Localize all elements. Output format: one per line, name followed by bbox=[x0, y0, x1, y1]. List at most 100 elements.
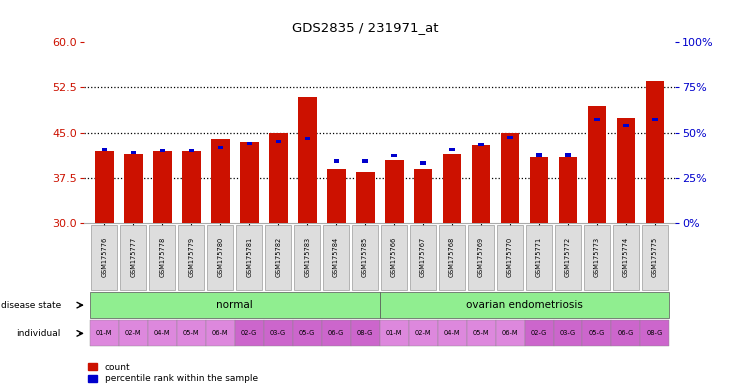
Text: GSM175769: GSM175769 bbox=[478, 237, 484, 277]
Bar bbox=[149, 225, 175, 290]
Bar bbox=[327, 169, 345, 223]
Bar bbox=[623, 124, 629, 127]
Text: 04-M: 04-M bbox=[444, 330, 461, 336]
Bar bbox=[294, 225, 320, 290]
Text: GSM175775: GSM175775 bbox=[652, 237, 658, 277]
Text: GDS2835 / 231971_at: GDS2835 / 231971_at bbox=[292, 21, 438, 34]
Text: 08-G: 08-G bbox=[647, 330, 663, 336]
Bar bbox=[352, 225, 378, 290]
Bar bbox=[588, 106, 607, 223]
Text: GSM175770: GSM175770 bbox=[507, 237, 513, 277]
Bar bbox=[553, 320, 583, 346]
Bar bbox=[356, 172, 374, 223]
Text: 02-G: 02-G bbox=[531, 330, 548, 336]
Bar bbox=[478, 143, 484, 146]
Text: GSM175772: GSM175772 bbox=[565, 237, 571, 277]
Bar bbox=[391, 154, 396, 157]
Bar bbox=[642, 225, 668, 290]
Bar bbox=[265, 225, 291, 290]
Bar bbox=[526, 225, 552, 290]
Bar bbox=[472, 145, 491, 223]
Bar bbox=[91, 225, 118, 290]
Text: 05-G: 05-G bbox=[589, 330, 605, 336]
Bar bbox=[363, 159, 368, 163]
Text: GSM175774: GSM175774 bbox=[623, 237, 629, 277]
Bar bbox=[160, 149, 165, 152]
Bar bbox=[178, 225, 204, 290]
Bar bbox=[583, 320, 612, 346]
Text: GSM175784: GSM175784 bbox=[333, 237, 339, 277]
Text: GSM175777: GSM175777 bbox=[130, 237, 137, 277]
Bar bbox=[350, 320, 380, 346]
Bar bbox=[617, 118, 635, 223]
Bar bbox=[304, 137, 310, 141]
Bar bbox=[177, 320, 206, 346]
Text: 06-M: 06-M bbox=[212, 330, 228, 336]
Bar bbox=[414, 169, 432, 223]
Text: normal: normal bbox=[216, 300, 253, 310]
Text: GSM175776: GSM175776 bbox=[101, 237, 107, 277]
Bar bbox=[207, 225, 233, 290]
Text: 05-G: 05-G bbox=[299, 330, 315, 336]
Bar bbox=[555, 225, 581, 290]
Bar bbox=[147, 320, 177, 346]
Bar bbox=[380, 292, 669, 318]
Text: GSM175780: GSM175780 bbox=[218, 237, 223, 277]
Bar bbox=[496, 320, 525, 346]
Bar bbox=[188, 149, 193, 152]
Bar bbox=[131, 151, 136, 154]
Bar bbox=[380, 320, 409, 346]
Bar bbox=[124, 154, 142, 223]
Bar bbox=[507, 136, 512, 139]
Bar bbox=[442, 154, 461, 223]
Bar bbox=[450, 148, 455, 151]
Text: disease state: disease state bbox=[1, 301, 61, 310]
Bar bbox=[120, 225, 146, 290]
Bar bbox=[584, 225, 610, 290]
Bar bbox=[218, 146, 223, 149]
Bar bbox=[206, 320, 234, 346]
Bar bbox=[558, 157, 577, 223]
Bar bbox=[468, 225, 494, 290]
Text: 01-M: 01-M bbox=[386, 330, 402, 336]
Bar bbox=[420, 161, 426, 164]
Bar bbox=[236, 225, 262, 290]
Bar bbox=[153, 151, 172, 223]
Text: GSM175773: GSM175773 bbox=[594, 237, 600, 277]
Bar bbox=[529, 157, 548, 223]
Bar bbox=[334, 159, 339, 163]
Bar bbox=[298, 96, 317, 223]
Bar bbox=[466, 320, 496, 346]
Bar bbox=[182, 151, 201, 223]
Bar bbox=[264, 320, 293, 346]
Text: GSM175768: GSM175768 bbox=[449, 237, 455, 277]
Text: 03-G: 03-G bbox=[560, 330, 576, 336]
Text: GSM175771: GSM175771 bbox=[536, 237, 542, 277]
Text: 04-M: 04-M bbox=[154, 330, 171, 336]
Bar bbox=[439, 225, 465, 290]
Text: individual: individual bbox=[16, 329, 61, 338]
Text: GSM175782: GSM175782 bbox=[275, 237, 281, 277]
Bar bbox=[525, 320, 553, 346]
Bar bbox=[385, 160, 404, 223]
Text: ovarian endometriosis: ovarian endometriosis bbox=[466, 300, 583, 310]
Bar bbox=[537, 153, 542, 157]
Text: 05-M: 05-M bbox=[473, 330, 489, 336]
Bar bbox=[501, 133, 520, 223]
Bar bbox=[211, 139, 230, 223]
Text: GSM175783: GSM175783 bbox=[304, 237, 310, 277]
Bar bbox=[409, 320, 437, 346]
Bar bbox=[381, 225, 407, 290]
Bar bbox=[323, 225, 349, 290]
Text: GSM175767: GSM175767 bbox=[420, 237, 426, 277]
Text: 06-G: 06-G bbox=[328, 330, 345, 336]
Text: GSM175778: GSM175778 bbox=[159, 237, 165, 277]
Bar bbox=[234, 320, 264, 346]
Bar bbox=[239, 142, 258, 223]
Bar bbox=[101, 148, 107, 151]
Bar bbox=[275, 140, 281, 143]
Text: GSM175781: GSM175781 bbox=[246, 237, 252, 277]
Bar bbox=[653, 118, 658, 121]
Bar bbox=[247, 142, 252, 145]
Text: GSM175785: GSM175785 bbox=[362, 237, 368, 277]
